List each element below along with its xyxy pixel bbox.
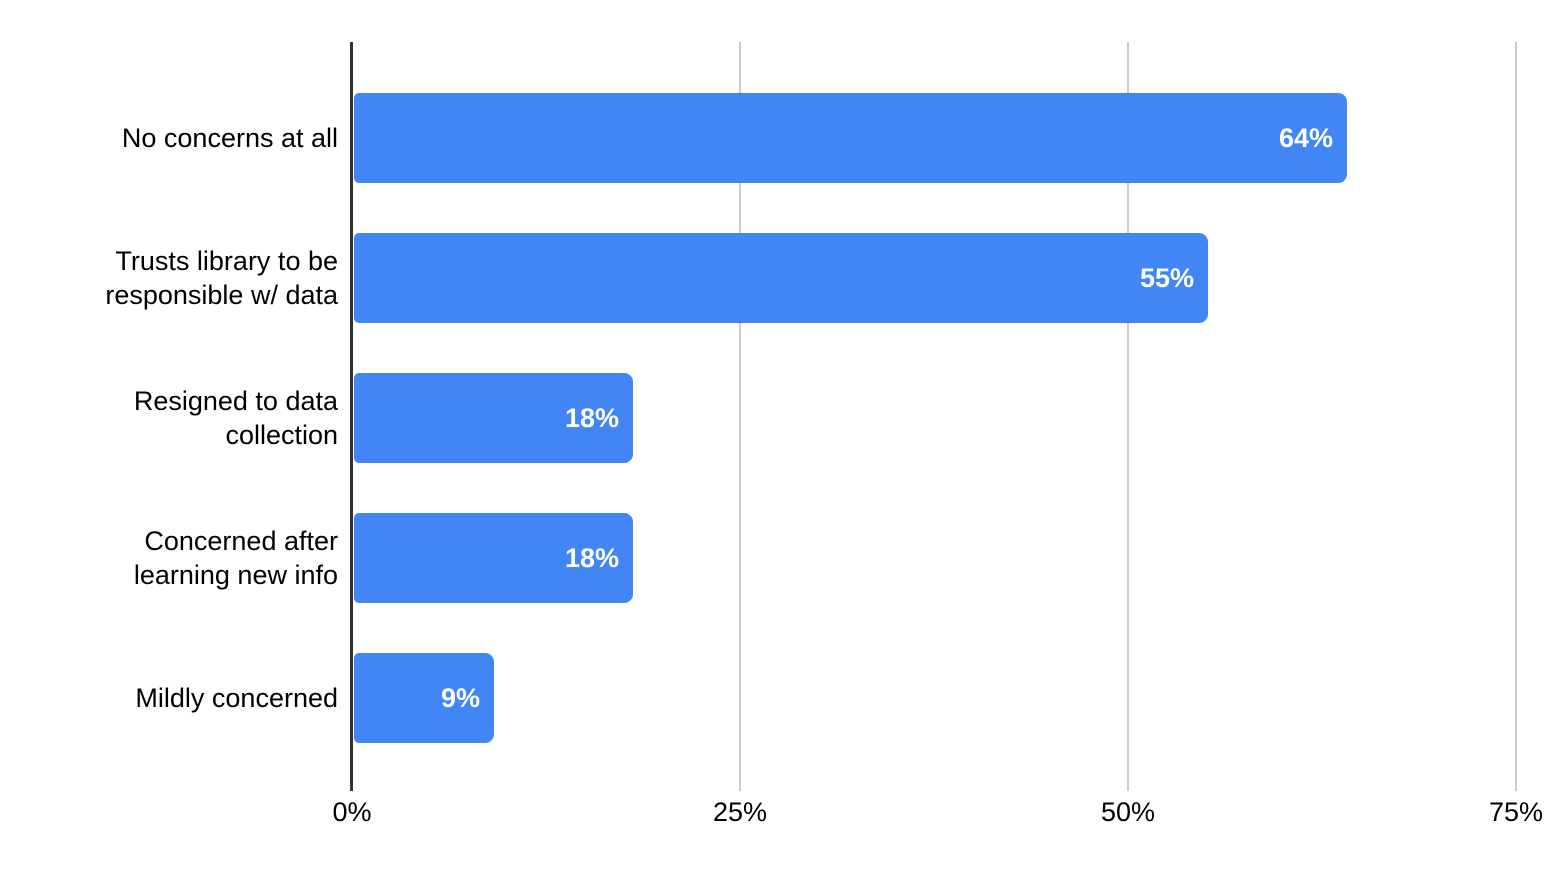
category-label: Trusts library to be responsible w/ data [105, 246, 338, 310]
category-label: Concerned after learning new info [133, 526, 338, 590]
bar-value-label: 18% [564, 542, 619, 573]
bar-5: 9% [354, 653, 494, 743]
y-axis-line [350, 42, 353, 791]
bar-value-label: 18% [564, 402, 619, 433]
category-label: No concerns at all [121, 123, 338, 153]
bar-3: 18% [354, 373, 633, 463]
category-label: Resigned to data collection [133, 386, 338, 450]
bar-value-label: 55% [1139, 262, 1194, 293]
bar-4: 18% [354, 513, 633, 603]
bar-value-label: 9% [440, 682, 480, 713]
bar-1: 64% [354, 93, 1347, 183]
x-tick-label: 25% [712, 797, 768, 827]
bar-value-label: 64% [1278, 122, 1333, 153]
category-label: Mildly concerned [135, 683, 338, 713]
x-tick-label: 50% [1100, 797, 1156, 827]
gridline-25% [739, 42, 741, 791]
x-tick-label: 75% [1488, 797, 1544, 827]
gridline-50% [1127, 42, 1129, 791]
bar-2: 55% [354, 233, 1208, 323]
gridline-75% [1515, 42, 1517, 791]
x-tick-label: 0% [332, 797, 372, 827]
